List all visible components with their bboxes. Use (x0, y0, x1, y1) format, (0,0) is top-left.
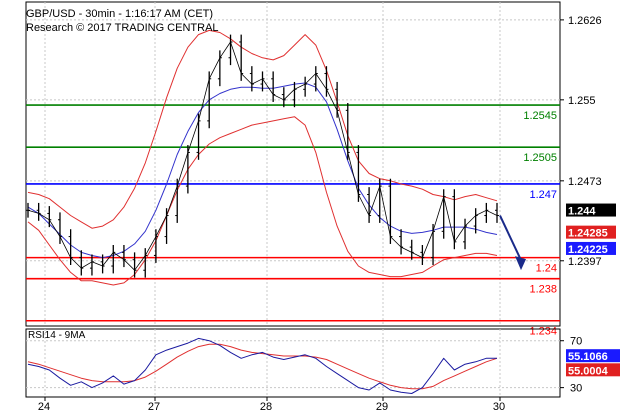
rsi-value-box-label: 55.1066 (568, 351, 608, 363)
x-tick-label: 24 (38, 401, 50, 413)
main-chart-series (26, 29, 526, 286)
x-tick-label: 30 (493, 401, 505, 413)
rsi-chart-axis: 70 30 55.1066 55.0004 (560, 336, 620, 395)
x-tick-label: 28 (260, 401, 272, 413)
rsi-tick-label: 70 (570, 336, 582, 348)
y-tick-label: 1.2397 (568, 256, 602, 268)
rsi-value-box (566, 363, 620, 377)
level-label: 1.24 (536, 263, 557, 275)
value-box (566, 225, 616, 239)
bollinger-lower-line (27, 116, 498, 286)
forecast-arrow-shaft (499, 215, 522, 261)
value-box-label: 1.24225 (568, 244, 608, 256)
rsi-tick-label: 30 (570, 383, 582, 395)
rsi-value-box (566, 349, 620, 363)
main-chart-frame (25, 1, 561, 327)
copyright-text: Research © 2017 TRADING CENTRAL (26, 22, 219, 34)
level-label: 1.234 (529, 326, 557, 338)
rsi-chart-frame (25, 328, 561, 398)
main-chart-axis: 1.2626 1.255 1.2473 1.2397 1.244 1.24285 1.242… (560, 15, 616, 268)
level-label: 1.247 (529, 189, 557, 201)
price-line (27, 41, 498, 271)
value-box-label: 1.24285 (568, 228, 608, 240)
rsi-value-box-label: 55.0004 (568, 365, 609, 377)
x-tick-label: 29 (376, 401, 388, 413)
forecast-arrow-head (515, 256, 526, 271)
main-chart-grid (25, 1, 561, 327)
chart-title: GBP/USD - 30min - 1:16:17 AM (CET) (26, 8, 213, 20)
rsi-chart-grid (25, 328, 561, 398)
bollinger-upper-line (27, 29, 498, 229)
y-tick-label: 1.2473 (568, 176, 602, 188)
y-tick-label: 1.2626 (568, 15, 602, 27)
x-tick-label: 27 (148, 401, 160, 413)
y-tick-label: 1.255 (568, 95, 596, 107)
value-box (566, 241, 616, 255)
rsi-chart-series (27, 337, 498, 394)
rsi-line (27, 337, 497, 394)
level-label: 1.2545 (523, 110, 557, 122)
rsi-title: RSI14 - 9MA (28, 330, 86, 341)
x-axis: 24 27 28 29 30 (38, 397, 505, 413)
value-box-label: 1.244 (568, 206, 596, 218)
moving-average-line (27, 82, 498, 259)
level-label: 1.238 (529, 284, 557, 296)
level-label: 1.2505 (523, 152, 557, 164)
rsi-ma-line (27, 343, 498, 390)
value-box (566, 203, 616, 217)
main-chart-levels: 1.2545 1.2505 1.247 1.24 1.238 1.234 (26, 104, 560, 338)
